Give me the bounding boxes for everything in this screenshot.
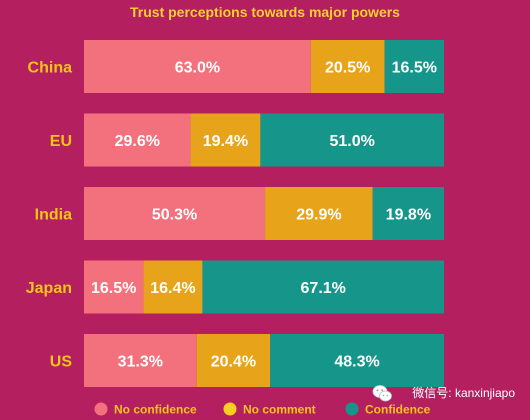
value-label-eu-no-confidence: 29.6% [115, 133, 160, 150]
value-label-india-no-comment: 29.9% [296, 207, 341, 224]
bar-segment-india-confidence [372, 187, 444, 240]
legend-label-no-comment: No comment [243, 403, 316, 417]
legend-item-no-comment: No comment [223, 402, 316, 417]
value-label-japan-no-comment: 16.4% [150, 280, 195, 297]
bar-segment-japan-confidence [202, 260, 444, 314]
legend-swatch-no-comment [223, 402, 237, 416]
chart-title: Trust perceptions towards major powers [130, 4, 400, 20]
bar-segment-india-no-comment [265, 187, 373, 240]
category-label-india: India [35, 207, 72, 224]
watermark: 微信号: kanxinjiapo [372, 385, 515, 402]
value-label-japan-confidence: 67.1% [301, 280, 346, 297]
bar-segment-eu-confidence [260, 113, 444, 167]
watermark-text: 微信号: kanxinjiapo [412, 386, 515, 400]
category-label-japan: Japan [26, 280, 72, 297]
bar-rows: China 63.0% 20.5% 16.5% EU 29.6% 19.4% 51.0% Ind… [26, 40, 444, 387]
wechat-icon [372, 385, 392, 402]
category-label-us: US [50, 354, 73, 371]
bar-row-us: US 31.3% 20.4% 48.3% [50, 334, 444, 387]
legend-label-no-confidence: No confidence [114, 403, 197, 417]
bar-segment-japan-no-comment [143, 260, 203, 314]
category-label-china: China [28, 60, 73, 77]
bar-segment-china-no-confidence [84, 40, 311, 93]
value-label-us-no-confidence: 31.3% [118, 354, 163, 371]
bar-segment-eu-no-confidence [84, 113, 191, 167]
bar-row-india: India 50.3% 29.9% 19.8% [35, 187, 444, 240]
bar-segment-eu-no-comment [190, 113, 261, 167]
bar-segment-japan-no-confidence [84, 260, 144, 314]
bar-segment-china-confidence [384, 40, 444, 93]
bar-row-japan: Japan 16.5% 16.4% 67.1% [26, 260, 444, 314]
bar-row-eu: EU 29.6% 19.4% 51.0% [50, 113, 444, 167]
value-label-china-no-comment: 20.5% [325, 60, 370, 77]
value-label-us-confidence: 48.3% [334, 354, 379, 371]
bar-segment-china-no-comment [310, 40, 385, 93]
value-label-eu-confidence: 51.0% [330, 133, 375, 150]
legend: No confidence No comment Confidence [94, 402, 431, 417]
legend-label-confidence: Confidence [365, 403, 431, 417]
legend-item-no-confidence: No confidence [94, 402, 197, 417]
bar-row-china: China 63.0% 20.5% 16.5% [28, 40, 444, 93]
bar-segment-us-confidence [270, 334, 444, 387]
legend-item-confidence: Confidence [345, 402, 431, 417]
legend-swatch-no-confidence [94, 402, 108, 416]
bar-segment-us-no-confidence [84, 334, 197, 387]
bar-segment-us-no-comment [196, 334, 271, 387]
value-label-china-no-confidence: 63.0% [175, 60, 220, 77]
value-label-japan-no-confidence: 16.5% [91, 280, 136, 297]
value-label-india-confidence: 19.8% [386, 207, 431, 224]
category-label-eu: EU [50, 133, 72, 150]
value-label-us-no-comment: 20.4% [211, 354, 256, 371]
value-label-china-confidence: 16.5% [392, 60, 437, 77]
value-label-india-no-confidence: 50.3% [152, 207, 197, 224]
value-label-eu-no-comment: 19.4% [203, 133, 248, 150]
bar-segment-india-no-confidence [84, 187, 266, 240]
legend-swatch-confidence [345, 402, 359, 416]
